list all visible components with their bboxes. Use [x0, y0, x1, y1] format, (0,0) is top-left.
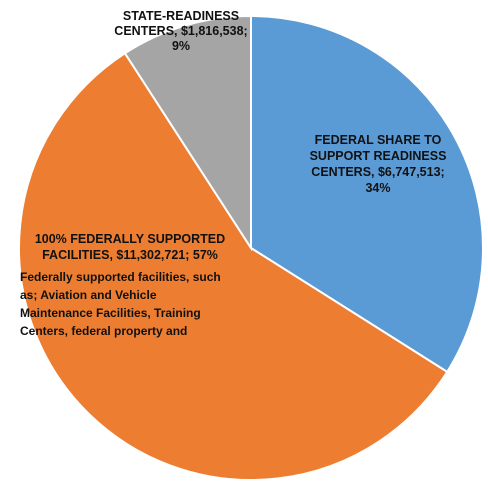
label-federally-supported-line: 100% FEDERALLY SUPPORTED — [35, 232, 225, 246]
label-state-readiness-line: 9% — [172, 39, 190, 53]
annotation-line: Federally supported facilities, such — [20, 270, 221, 284]
label-federal-share: FEDERAL SHARE TO SUPPORT READINESS CENTERS… — [310, 133, 447, 195]
label-federally-supported: 100% FEDERALLY SUPPORTED FACILITIES, $11,… — [35, 232, 225, 262]
label-state-readiness-line: STATE-READINESS — [123, 9, 239, 23]
label-federal-share-line: SUPPORT READINESS — [310, 149, 447, 163]
annotation-line: Maintenance Facilities, Training — [20, 306, 201, 320]
label-state-readiness: STATE-READINESS CENTERS, $1,816,538; 9% — [114, 9, 247, 53]
slice-federal-share — [250, 14, 484, 374]
annotation-line: Centers, federal property and — [20, 324, 187, 338]
label-federal-share-line: 34% — [365, 181, 390, 195]
label-state-readiness-line: CENTERS, $1,816,538; — [114, 24, 247, 38]
label-federal-share-line: FEDERAL SHARE TO — [315, 133, 442, 147]
label-federal-share-line: CENTERS, $6,747,513; — [311, 165, 444, 179]
annotation-federally-supported: Federally supported facilities, such as; … — [20, 270, 221, 338]
annotation-line: as; Aviation and Vehicle — [20, 288, 157, 302]
label-federally-supported-line: FACILITIES, $11,302,721; 57% — [42, 248, 218, 262]
slice-federally-supported — [18, 51, 449, 481]
slice-state-readiness — [123, 14, 252, 252]
